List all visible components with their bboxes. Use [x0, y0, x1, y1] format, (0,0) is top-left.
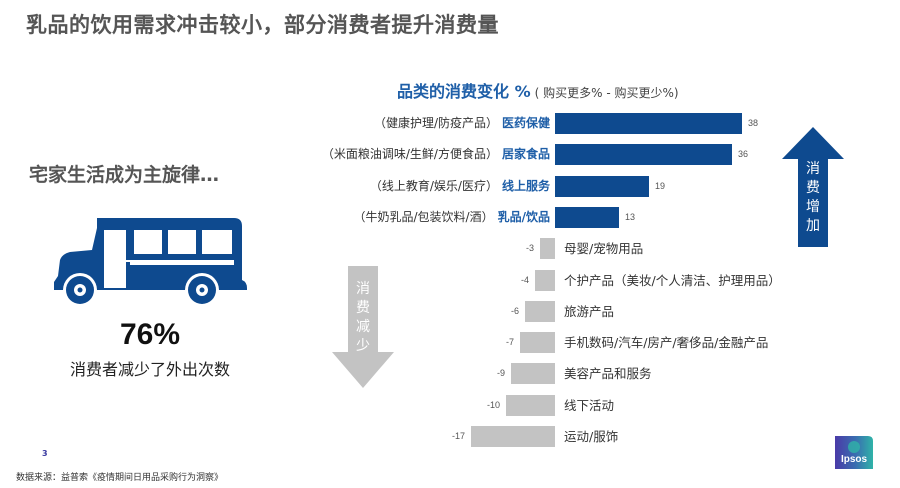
up-arrow-icon — [782, 127, 844, 247]
bus-icon — [54, 218, 247, 307]
up-arrow-char: 加 — [806, 218, 820, 234]
down-arrow-icon — [332, 266, 394, 388]
bar-value-label: -7 — [505, 337, 514, 347]
stat-caption: 消费者减少了外出次数 — [69, 360, 230, 379]
bar — [525, 301, 555, 322]
source-note: 数据来源：益普索《疫情期间日用品采购行为洞察》 — [16, 473, 224, 483]
category-detail: （线上教育/娱乐/医疗） — [369, 179, 498, 193]
down-arrow-char: 消 — [356, 281, 370, 297]
up-arrow-char: 费 — [806, 180, 820, 196]
category-label: 母婴/宠物用品 — [564, 241, 644, 256]
bar-value-label: -9 — [496, 368, 505, 378]
bar — [555, 113, 742, 134]
logo-text: Ipsos — [840, 454, 868, 465]
bar-value-label: -4 — [520, 275, 529, 285]
category-detail: （牛奶乳品/包装饮料/酒） — [353, 210, 494, 224]
bar — [506, 395, 555, 416]
category-label: 个护产品（美妆/个人清洁、护理用品） — [564, 273, 781, 288]
bar-value-label: -10 — [486, 400, 500, 410]
category-name: 医药保健 — [501, 116, 550, 130]
down-arrow-label: 消 费 减 少 — [353, 280, 373, 356]
bar-value-label: -6 — [510, 306, 519, 316]
category-detail: （米面粮油调味/生鲜/方便食品） — [321, 147, 498, 161]
category-label: （线上教育/娱乐/医疗） 线上服务 — [370, 176, 550, 197]
up-arrow-label: 消 费 增 加 — [803, 160, 823, 236]
category-detail: （健康护理/防疫产品） — [373, 116, 498, 130]
bar — [540, 238, 555, 259]
bar-value-label: 36 — [738, 149, 749, 159]
chart-header: 品类的消费变化 %( 购买更多% - 购买更少%) — [397, 78, 679, 102]
down-arrow-char: 少 — [356, 338, 370, 354]
bar — [520, 332, 555, 353]
bar — [535, 270, 555, 291]
category-label: （牛奶乳品/包装饮料/酒） 乳品/饮品 — [354, 207, 550, 228]
category-label: 运动/服饰 — [564, 429, 619, 444]
chart-subtitle: ( 购买更多% - 购买更少%) — [534, 86, 679, 100]
category-label: 线下活动 — [564, 398, 615, 413]
left-panel-heading: 宅家生活成为主旋律… — [29, 164, 220, 186]
category-label: 手机数码/汽车/房产/奢侈品/金融产品 — [564, 335, 769, 350]
bar — [511, 363, 555, 384]
bar — [471, 426, 555, 447]
up-arrow-char: 消 — [806, 161, 820, 177]
bar-value-label: 38 — [748, 118, 759, 128]
bar-value-label: -17 — [451, 431, 465, 441]
chart-title: 品类的消费变化 % — [397, 82, 531, 101]
category-name: 线上服务 — [501, 179, 550, 193]
down-arrow-char: 费 — [356, 300, 370, 316]
category-label: 美容产品和服务 — [564, 366, 652, 381]
category-label: （健康护理/防疫产品） 医药保健 — [374, 113, 550, 134]
bar — [555, 144, 732, 165]
bar-value-label: -3 — [525, 243, 534, 253]
category-label: （米面粮油调味/生鲜/方便食品） 居家食品 — [322, 144, 550, 165]
bar — [555, 176, 649, 197]
bar-value-label: 13 — [625, 212, 636, 222]
page-number: 3 — [42, 449, 48, 458]
category-name: 乳品/饮品 — [497, 210, 550, 224]
category-name: 居家食品 — [501, 147, 550, 161]
slide-title: 乳品的饮用需求冲击较小，部分消费者提升消费量 — [26, 13, 499, 37]
bar-value-label: 19 — [655, 181, 666, 191]
ipsos-logo: Ipsos — [835, 436, 873, 469]
bar — [555, 207, 619, 228]
down-arrow-char: 减 — [356, 319, 370, 335]
up-arrow-char: 增 — [806, 199, 820, 215]
stat-value: 76% — [119, 318, 181, 351]
ipsos-logo-icon — [835, 436, 873, 469]
category-label: 旅游产品 — [564, 304, 615, 319]
